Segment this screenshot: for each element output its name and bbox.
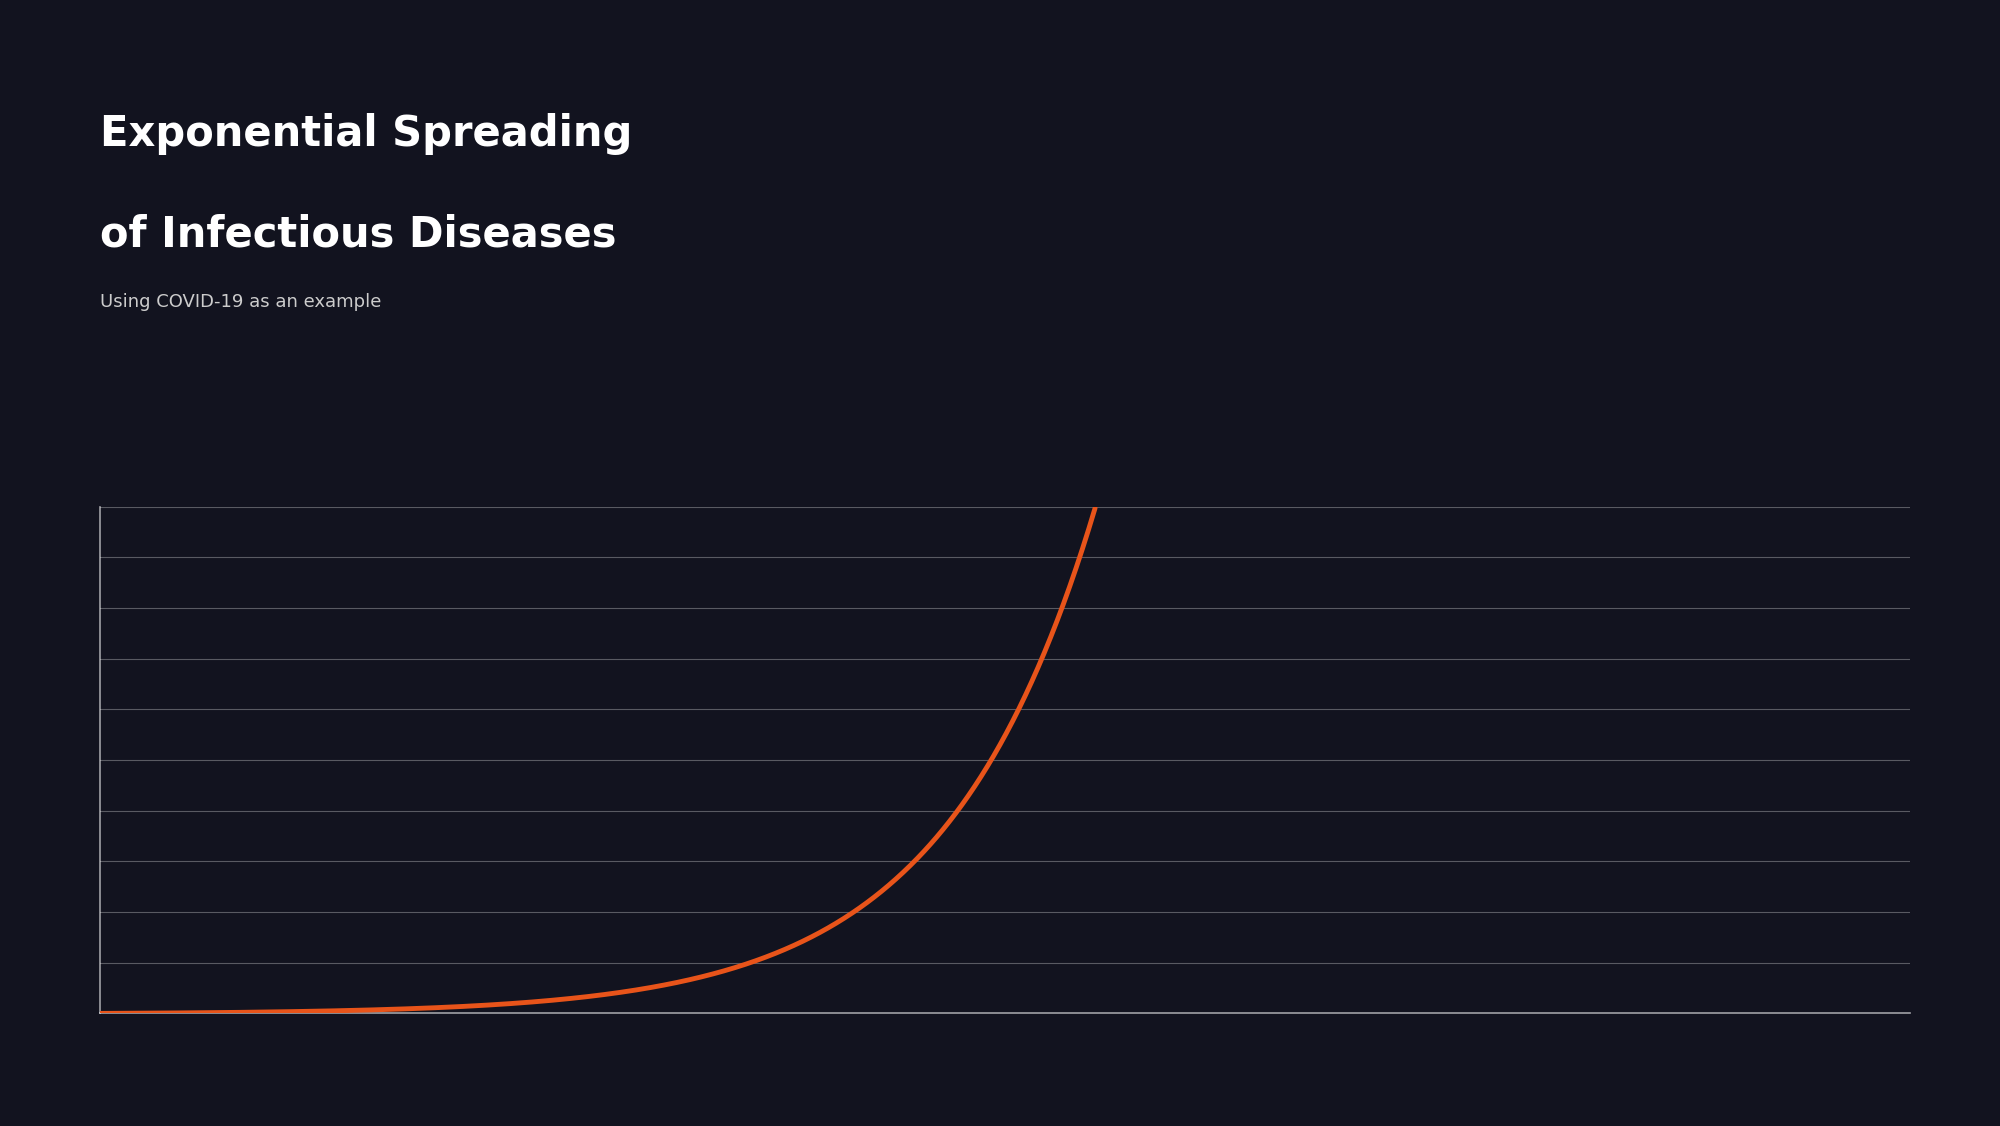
Text: Exponential Spreading: Exponential Spreading bbox=[100, 113, 632, 154]
Text: of Infectious Diseases: of Infectious Diseases bbox=[100, 214, 616, 256]
Text: Using COVID-19 as an example: Using COVID-19 as an example bbox=[100, 293, 382, 311]
